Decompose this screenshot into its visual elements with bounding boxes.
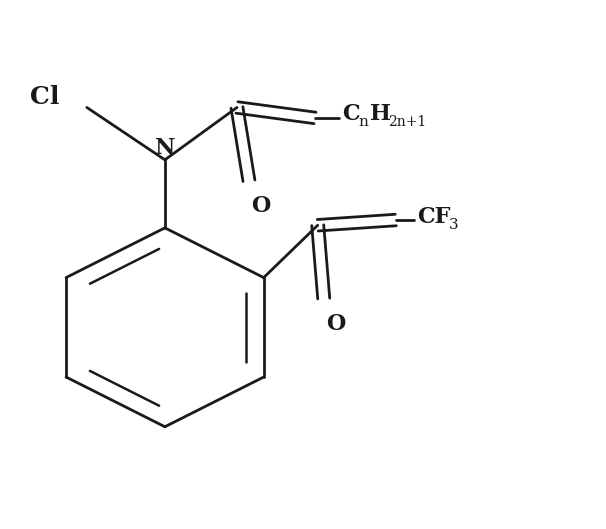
Text: C: C	[342, 103, 359, 125]
Text: N: N	[155, 137, 175, 159]
Text: n: n	[358, 115, 368, 129]
Text: 3: 3	[448, 218, 458, 232]
Text: O: O	[251, 195, 271, 217]
Text: Cl: Cl	[30, 85, 59, 109]
Text: O: O	[326, 313, 345, 335]
Text: 2n+1: 2n+1	[388, 115, 427, 129]
Text: H: H	[370, 103, 391, 125]
Text: CF: CF	[417, 206, 450, 229]
